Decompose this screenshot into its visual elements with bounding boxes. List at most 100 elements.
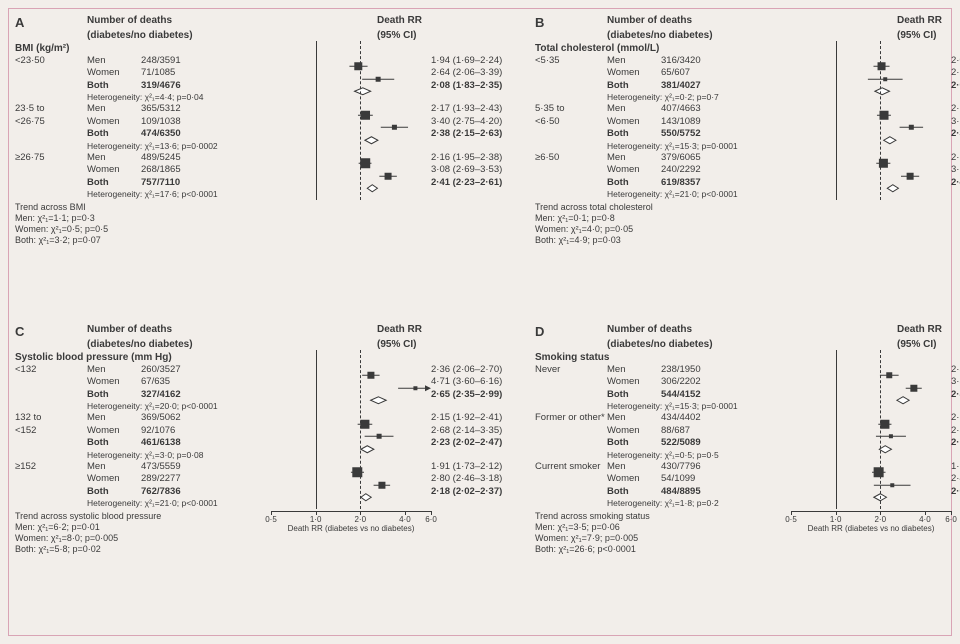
deaths-value: 365/5312	[141, 103, 271, 114]
tick-label: 4·0	[919, 515, 931, 524]
forest-row: ≥152Men473/55591·91 (1·73–2·12)	[15, 460, 527, 473]
ref-line-2	[360, 350, 361, 509]
group-label: Current smoker	[535, 461, 607, 472]
deaths-value: 260/3527	[141, 364, 271, 375]
subgroup: Both	[87, 177, 141, 188]
group-label: <5·35	[535, 55, 607, 66]
trend-line: Both: χ²₁=26·6; p<0·0001	[535, 544, 791, 555]
rr-value: 3·24 (2·70–3·89)	[951, 116, 960, 127]
rr-value: 2·68 (2·14–3·35)	[431, 425, 527, 436]
subgroup: Both	[87, 128, 141, 139]
tick-label: 2·0	[874, 515, 886, 524]
rr-value: 2·16 (1·97–2·38)	[951, 437, 960, 448]
group-label: <26·75	[15, 116, 87, 127]
deaths-value: 461/6138	[141, 437, 271, 448]
trend-block: Trend across smoking statusMen: χ²₁=3·5;…	[535, 509, 791, 556]
forest-row: ≥6·50Men379/60652·10 (1·88–2·34)	[535, 151, 960, 164]
group-label: Never	[535, 364, 607, 375]
header-deaths-sub: (diabetes/no diabetes)	[607, 339, 737, 350]
group-label: <23·50	[15, 55, 87, 66]
rr-value: 1·95 (1·76–2·17)	[951, 461, 960, 472]
rr-value: 2·30 (1·99–2·66)	[951, 364, 960, 375]
panel-bottom: Trend across smoking statusMen: χ²₁=3·5;…	[535, 509, 960, 556]
rr-value: 2·06 (1·84–2·31)	[951, 80, 960, 91]
forest-plot-figure: ANumber of deathsDeath RR(diabetes/no di…	[8, 8, 952, 636]
section-title: Systolic blood pressure (mm Hg)	[15, 350, 527, 363]
rr-value: 2·18 (2·02–2·37)	[431, 486, 527, 497]
deaths-value: 430/7796	[661, 461, 791, 472]
deaths-value: 550/5752	[661, 128, 791, 139]
rr-value: 3·18 (2·76–3·66)	[951, 164, 960, 175]
deaths-value: 474/6350	[141, 128, 271, 139]
ref-line-1	[316, 41, 317, 200]
ref-line-2	[880, 41, 881, 200]
deaths-value: 434/4402	[661, 412, 791, 423]
trend-line: Women: χ²₁=4·0; p=0·05	[535, 224, 791, 235]
section-title: BMI (kg/m²)	[15, 41, 527, 54]
subgroup: Both	[87, 80, 141, 91]
deaths-value: 544/4152	[661, 389, 791, 400]
panel-D: DNumber of deathsDeath RR(diabetes/no di…	[535, 324, 960, 629]
deaths-value: 319/4676	[141, 80, 271, 91]
subgroup: Women	[607, 425, 661, 436]
deaths-value: 327/4162	[141, 389, 271, 400]
subgroup: Women	[87, 164, 141, 175]
section-title: Smoking status	[535, 350, 960, 363]
group-label: 23·5 to	[15, 103, 87, 114]
subgroup: Men	[87, 152, 141, 163]
tick-label: 4·0	[399, 515, 411, 524]
forest-row: Former or other*Men434/44022·15 (1·94–2·…	[535, 412, 960, 425]
deaths-value: 306/2202	[661, 376, 791, 387]
trend-block: Trend across total cholesterolMen: χ²₁=0…	[535, 200, 791, 247]
tick-label: 1·0	[830, 515, 842, 524]
x-axis: 0·51·02·04·06·0Death RR (diabetes vs no …	[271, 511, 431, 533]
deaths-value: 109/1038	[141, 116, 271, 127]
trend-line: Men: χ²₁=1·1; p=0·3	[15, 213, 271, 224]
forest-row: 5·35 toMen407/46632·12 (1·90–2·36)	[535, 103, 960, 116]
trend-block: Trend across systolic blood pressureMen:…	[15, 509, 271, 556]
deaths-value: 92/1076	[141, 425, 271, 436]
rr-value: 2·85 (2·59–3·13)	[951, 389, 960, 400]
trend-line: Both: χ²₁=3·2; p=0·07	[15, 235, 271, 246]
subgroup: Both	[87, 437, 141, 448]
deaths-value: 619/8357	[661, 177, 791, 188]
rr-value: 2·17 (1·93–2·43)	[431, 103, 527, 114]
group-label: ≥6·50	[535, 152, 607, 163]
ref-line-1	[836, 350, 837, 509]
panel-bottom: Trend across BMIMen: χ²₁=1·1; p=0·3Women…	[15, 200, 527, 247]
subgroup: Men	[607, 461, 661, 472]
trend-title: Trend across systolic blood pressure	[15, 511, 271, 522]
forest-row: 132 toMen369/50622·15 (1·92–2·41)	[15, 412, 527, 425]
rr-value: 2·32 (2·11–2·55)	[951, 128, 960, 139]
subgroup: Both	[87, 389, 141, 400]
axis-title: Death RR (diabetes vs no diabetes)	[791, 524, 951, 533]
section-title: Total cholesterol (mmol/L)	[535, 41, 960, 54]
subgroup: Men	[87, 103, 141, 114]
rr-value: 2·36 (2·06–2·70)	[431, 364, 527, 375]
subgroup: Both	[607, 437, 661, 448]
subgroup: Men	[607, 412, 661, 423]
rows-area: Smoking statusNeverMen238/19502·30 (1·99…	[535, 350, 960, 509]
deaths-value: 489/5245	[141, 152, 271, 163]
deaths-value: 473/5559	[141, 461, 271, 472]
trend-line: Both: χ²₁=5·8; p=0·02	[15, 544, 271, 555]
header-deaths: Number of deaths	[87, 15, 217, 30]
forest-row: <132Men260/35272·36 (2·06–2·70)	[15, 363, 527, 376]
subgroup: Men	[87, 461, 141, 472]
deaths-value: 757/7110	[141, 177, 271, 188]
group-label: <152	[15, 425, 87, 436]
group-label: ≥26·75	[15, 152, 87, 163]
rr-value: 1·91 (1·73–2·12)	[431, 461, 527, 472]
subgroup: Women	[87, 376, 141, 387]
rr-value: 2·16 (1·65–2·83)	[951, 67, 960, 78]
panel-bottom: Trend across systolic blood pressureMen:…	[15, 509, 527, 556]
rr-value: 2·41 (2·23–2·61)	[431, 177, 527, 188]
tick-label: 6·0	[945, 515, 957, 524]
tick-label: 1·0	[310, 515, 322, 524]
rr-value: 3·40 (2·75–4·20)	[431, 116, 527, 127]
header-deaths-sub: (diabetes/no diabetes)	[607, 30, 737, 41]
subgroup: Men	[87, 364, 141, 375]
forest-row: <23·50Men248/35911·94 (1·69–2·24)	[15, 54, 527, 67]
rr-value: 2·36 (1·87–2·98)	[951, 425, 960, 436]
subgroup: Men	[607, 364, 661, 375]
